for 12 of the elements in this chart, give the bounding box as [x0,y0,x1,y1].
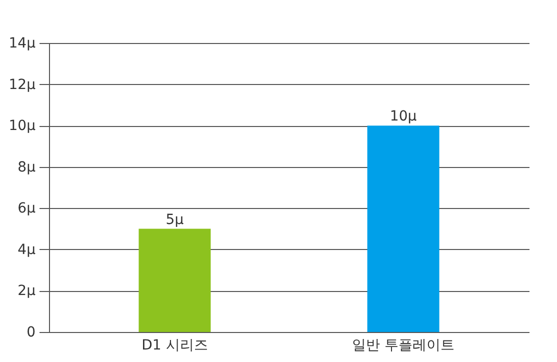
y-tick-label: 14μ [8,36,36,52]
y-tick-label: 6μ [18,200,36,217]
y-tick-label: 0 [26,324,36,340]
y-tick-label: 8μ [18,159,36,176]
y-tick-label: 2μ [18,283,36,300]
data-label: 5μ [166,212,184,228]
x-tick-label: 일반 투플레이트 [352,338,455,354]
y-tick-label: 12μ [8,76,36,93]
x-tick-label: D1 시리즈 [142,338,208,354]
y-tick-label: 10μ [8,118,36,134]
data-label: 10μ [390,108,417,125]
y-tick-label: 4μ [18,242,36,258]
